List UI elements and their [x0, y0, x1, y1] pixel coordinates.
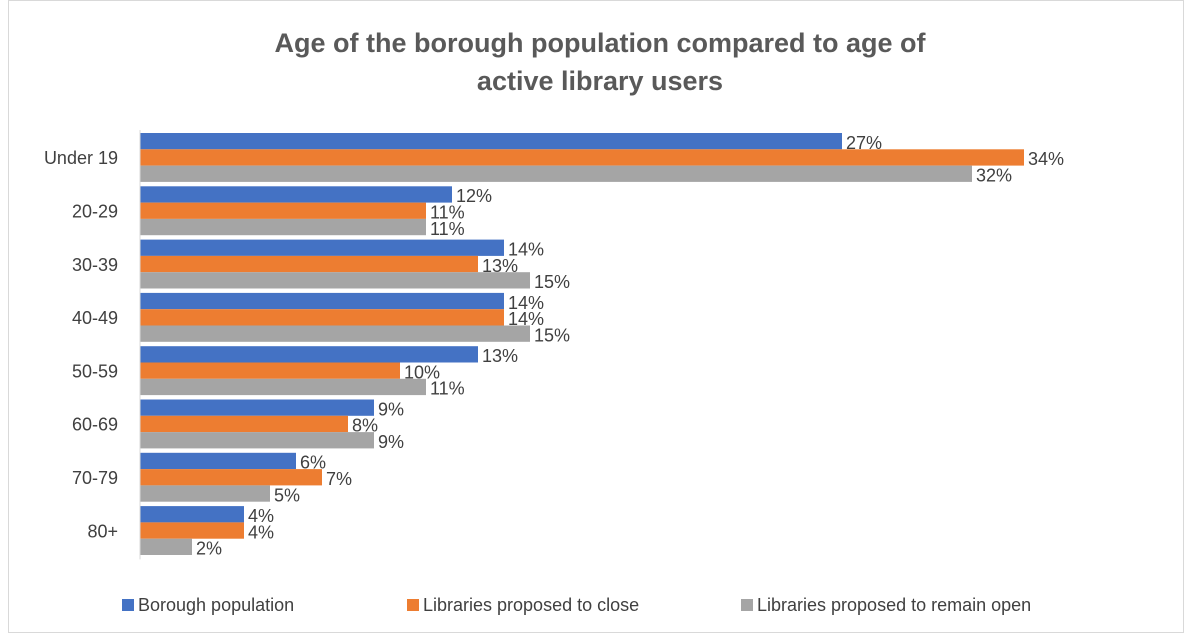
bar [140, 362, 400, 379]
bar [140, 186, 452, 203]
bar [140, 165, 972, 182]
data-label: 9% [378, 432, 404, 452]
data-label: 5% [274, 485, 300, 505]
data-label: 4% [248, 522, 274, 542]
legend-label: Libraries proposed to close [423, 595, 639, 615]
bar [140, 202, 426, 219]
data-label: 8% [352, 416, 378, 436]
bar [140, 346, 478, 363]
legend-swatch [741, 599, 753, 611]
data-label: 6% [300, 453, 326, 473]
bar [140, 325, 530, 342]
data-label: 13% [482, 256, 518, 276]
bar [140, 432, 374, 449]
data-label: 12% [456, 186, 492, 206]
data-label: 7% [326, 469, 352, 489]
bar [140, 133, 842, 150]
data-label: 32% [976, 166, 1012, 186]
bar [140, 255, 478, 273]
y-tick-label: 70-79 [72, 468, 118, 488]
data-label: 9% [378, 399, 404, 419]
y-tick-label: 20-29 [72, 202, 118, 222]
data-label: 15% [534, 325, 570, 345]
data-label: 13% [482, 346, 518, 366]
data-label: 11% [430, 203, 465, 223]
y-tick-label: 80+ [87, 521, 118, 541]
bar [140, 522, 244, 539]
data-label: 14% [508, 240, 544, 260]
chart-title: Age of the borough population compared t… [275, 28, 927, 96]
data-label: 11% [430, 219, 465, 239]
data-label: 2% [196, 539, 222, 559]
bar [140, 149, 1024, 166]
bar [140, 239, 504, 256]
bar [140, 485, 270, 502]
bar [140, 218, 426, 236]
data-label: 34% [1028, 149, 1064, 169]
bar [140, 506, 244, 523]
bar [140, 292, 504, 310]
y-tick-label: 60-69 [72, 415, 118, 435]
y-tick-label: 50-59 [72, 361, 118, 381]
legend-label: Libraries proposed to remain open [757, 595, 1031, 615]
data-label: 10% [404, 362, 440, 382]
data-label: 15% [534, 272, 570, 292]
bar [140, 538, 192, 555]
bar [140, 469, 322, 486]
y-tick-label: 40-49 [72, 308, 118, 328]
legend-swatch [122, 599, 134, 611]
legend-label: Borough population [138, 595, 294, 615]
bar [140, 415, 348, 433]
legend-swatch [407, 599, 419, 611]
data-label: 4% [248, 506, 274, 526]
bar [140, 452, 296, 470]
data-label: 14% [508, 293, 544, 313]
data-label: 11% [430, 379, 465, 399]
bar [140, 399, 374, 416]
bar [140, 309, 504, 326]
data-label: 14% [508, 309, 544, 329]
bar [140, 272, 530, 289]
y-tick-label: Under 19 [44, 148, 118, 168]
data-label: 27% [846, 133, 882, 153]
y-tick-label: 30-39 [72, 255, 118, 275]
bar [140, 378, 426, 396]
